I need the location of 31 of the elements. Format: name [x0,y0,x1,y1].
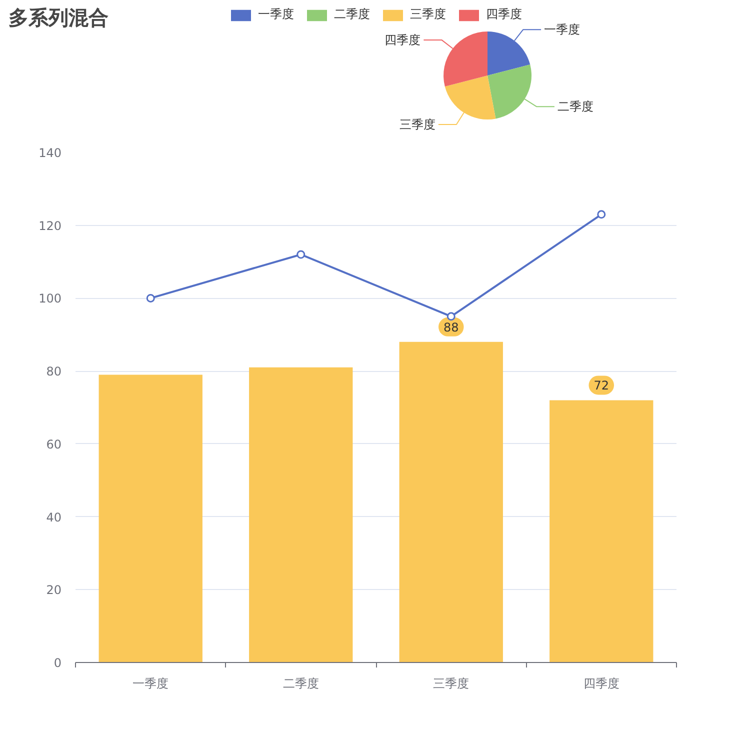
slice-label: 四季度 [384,32,421,47]
slice-label: 一季度 [544,22,580,37]
point [446,312,456,321]
bar [249,367,353,662]
legend-label: 二季度 [334,6,370,23]
x-tick-label: 二季度 [282,676,319,690]
y-tick-label: 60 [46,437,62,452]
bar [98,374,202,662]
slice-label: 二季度 [557,100,594,114]
y-tick-label: 40 [46,510,62,524]
x-tick-label: 四季度 [583,676,620,690]
y-tick-label: 80 [46,364,62,379]
x-tick-label: 一季度 [132,676,169,690]
y-tick-label: 140 [38,146,62,160]
data-label: 72 [594,378,610,393]
chart-title: 多系列混合 [8,6,108,30]
bar [399,342,503,662]
x-tick-label: 三季度 [433,676,470,690]
y-tick-label: 20 [46,583,62,598]
point [597,210,606,219]
data-label: 88 [443,320,459,334]
point [146,294,155,302]
slice-label: 三季度 [399,117,436,132]
y-tick-label: 120 [38,218,62,233]
legend-label: 三季度 [410,6,446,23]
legend-label: 一季度 [258,6,294,23]
point [296,250,306,259]
legend-label: 四季度 [486,6,522,23]
y-tick-label: 0 [54,656,62,670]
bar [550,400,654,662]
y-tick-label: 100 [38,292,62,306]
